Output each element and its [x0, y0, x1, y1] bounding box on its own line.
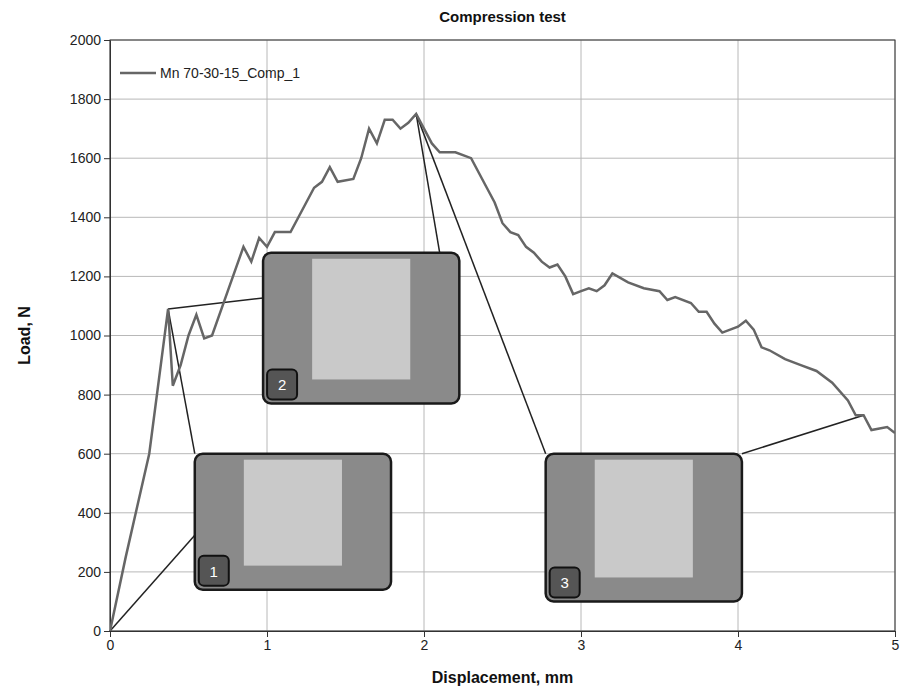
tick-label: 1	[264, 637, 272, 653]
tick-label: 1400	[70, 209, 101, 225]
tick-label: 0	[93, 623, 101, 639]
grid-line	[110, 394, 895, 395]
tick-mark	[104, 99, 110, 100]
tick-mark	[104, 572, 110, 573]
tick-label: 800	[78, 387, 102, 403]
tick: 1800	[70, 91, 110, 107]
tick: 0	[93, 623, 110, 639]
tick: 3	[578, 631, 586, 653]
leader-line	[742, 415, 864, 453]
tick: 0	[107, 631, 115, 653]
grid-line	[110, 276, 895, 277]
y-axis-title: Load, N	[16, 306, 33, 365]
tick-label: 1200	[70, 268, 101, 284]
tick-mark	[104, 158, 110, 159]
tick-label: 1000	[70, 327, 101, 343]
tick: 1	[264, 631, 272, 653]
tick: 1400	[70, 209, 110, 225]
inset-number-box	[199, 556, 229, 586]
inset-number: 2	[278, 376, 286, 393]
tick-mark	[104, 276, 110, 277]
tick-label: 5	[892, 637, 900, 653]
tick-mark	[104, 454, 110, 455]
legend: Mn 70-30-15_Comp_1	[120, 65, 300, 81]
leader-line	[110, 535, 195, 631]
tick-label: 0	[107, 637, 115, 653]
tick: 2000	[70, 32, 110, 48]
insets: 1 2 3	[110, 114, 864, 631]
y-axis: 0 200 400 600 800 1000 1200 1400 1600 1800 2000	[70, 32, 111, 639]
plot-frame	[110, 40, 895, 631]
tick-mark	[104, 40, 110, 41]
tick-mark	[104, 217, 110, 218]
inset-number: 1	[210, 563, 218, 580]
tick-label: 1600	[70, 150, 101, 166]
tick-mark	[104, 336, 110, 337]
tick-mark	[104, 631, 110, 632]
tick: 1600	[70, 150, 110, 166]
tick-label: 200	[78, 564, 102, 580]
inset-number: 3	[561, 574, 569, 591]
inset-number-box	[550, 567, 580, 597]
tick-mark	[104, 513, 110, 514]
tick-label: 400	[78, 505, 102, 521]
inset-specimen	[595, 460, 693, 578]
grid	[110, 40, 895, 631]
tick: 1200	[70, 268, 110, 284]
chart: 0 1 2 3 4 5 0 200 400 600 800 1000 1200 1400 1600 1800 2…	[0, 0, 911, 697]
inset-number-box	[267, 369, 297, 399]
grid-line	[110, 99, 895, 100]
inset-specimen	[312, 259, 410, 380]
grid-line	[110, 158, 895, 159]
tick: 400	[78, 505, 110, 521]
inset-photo	[546, 454, 742, 602]
grid-line	[110, 335, 895, 336]
tick: 600	[78, 446, 110, 462]
plot-marks	[110, 114, 895, 631]
tick-label: 2	[421, 637, 429, 653]
tick-mark	[104, 395, 110, 396]
legend-label: Mn 70-30-15_Comp_1	[160, 65, 300, 81]
tick: 5	[892, 631, 900, 653]
tick-label: 1800	[70, 91, 101, 107]
leader-line	[168, 298, 263, 309]
legend-swatch	[120, 72, 156, 75]
grid-line	[110, 217, 895, 218]
inset-photo	[195, 454, 391, 590]
tick-label: 4	[735, 637, 743, 653]
tick: 800	[78, 387, 110, 403]
tick-label: 600	[78, 446, 102, 462]
tick: 1000	[70, 327, 110, 343]
tick-label: 2000	[70, 32, 101, 48]
tick: 4	[735, 631, 743, 653]
tick: 2	[421, 631, 429, 653]
data-line	[110, 114, 895, 631]
inset-specimen	[244, 460, 342, 566]
tick: 200	[78, 564, 110, 580]
tick-label: 3	[578, 637, 586, 653]
chart-title: Compression test	[439, 8, 566, 25]
x-axis-title: Displacement, mm	[432, 669, 573, 686]
x-axis: 0 1 2 3 4 5	[107, 631, 900, 653]
leader-line	[416, 114, 546, 454]
inset-photo	[263, 253, 459, 404]
